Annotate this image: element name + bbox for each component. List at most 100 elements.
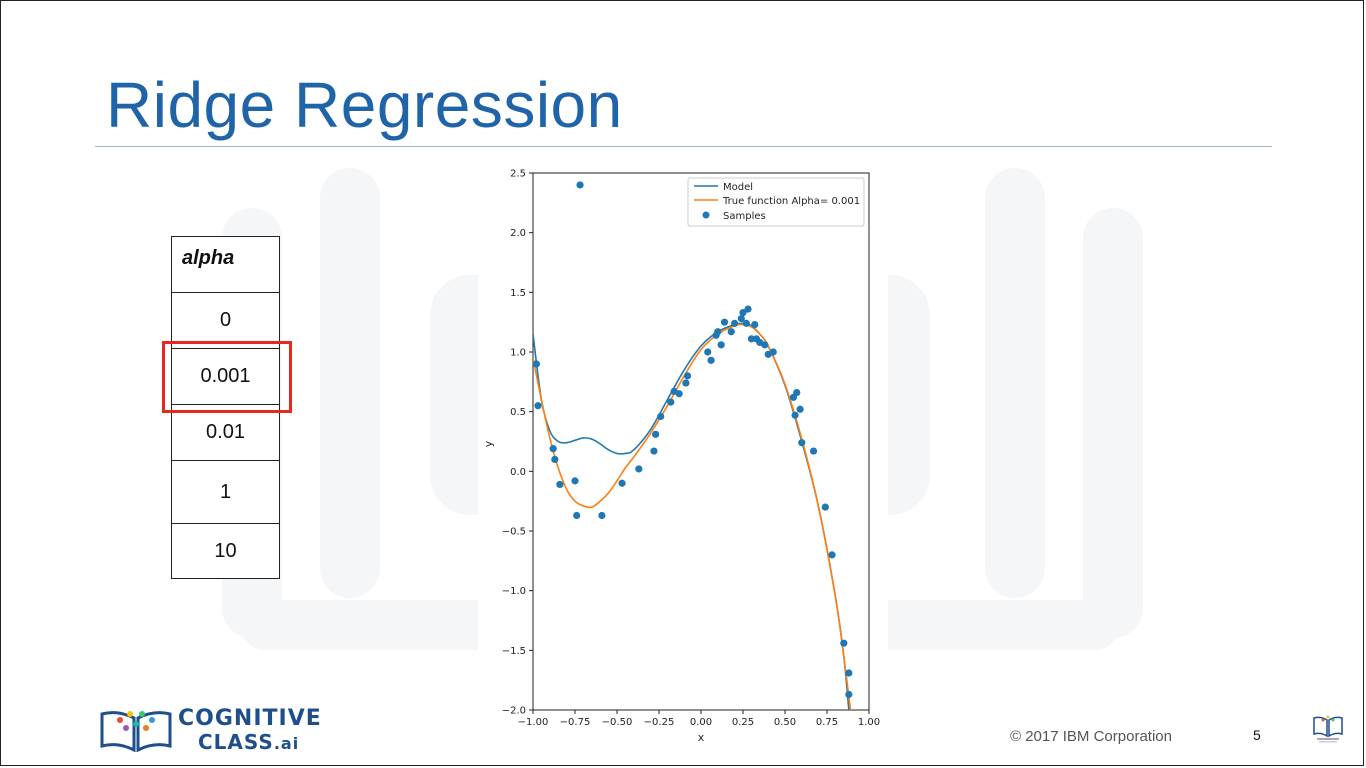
sample-point (635, 465, 643, 473)
x-tick-label: −1.00 (518, 717, 549, 728)
sample-point (845, 690, 853, 699)
sample-point (742, 319, 750, 327)
sample-point (769, 348, 777, 356)
chart-background (478, 160, 888, 750)
sample-point (796, 405, 804, 413)
logo-text-cognitive: COGNITIVE (178, 706, 322, 731)
sample-point (714, 328, 722, 336)
sample-point (793, 388, 801, 397)
sample-point (707, 356, 715, 364)
alpha-value-cell: 0.001 (171, 348, 280, 405)
sample-point (761, 341, 769, 349)
sample-point (739, 309, 747, 317)
table-row: 0.01 (171, 404, 280, 461)
x-tick-label: 0.00 (690, 717, 712, 728)
sample-point (682, 379, 690, 387)
sample-point (717, 341, 725, 349)
sample-point (744, 305, 752, 313)
corner-brand-icon (1313, 715, 1343, 743)
x-tick-label: 0.25 (732, 717, 754, 728)
alpha-value-cell: 1 (171, 460, 280, 524)
x-tick-label: 1.00 (858, 717, 880, 728)
sample-point (618, 479, 626, 487)
legend-true-function-label: True function Alpha= 0.001 (722, 196, 860, 207)
y-tick-label: 1.0 (510, 348, 526, 359)
y-tick-label: −0.5 (502, 527, 526, 538)
y-tick-label: −2.0 (502, 706, 526, 717)
sample-point (571, 477, 579, 485)
y-tick-label: 2.5 (510, 169, 526, 180)
sample-point (791, 411, 799, 419)
alpha-value-cell: 0 (171, 292, 280, 349)
y-tick-label: 0.0 (510, 467, 526, 478)
x-tick-label: 0.75 (816, 717, 838, 728)
x-tick-label: 0.50 (774, 717, 796, 728)
sample-point (845, 669, 853, 677)
sample-point (533, 360, 540, 368)
logo-text-class: CLASS.ai (198, 730, 299, 754)
sample-point (576, 181, 584, 189)
series-layer (533, 181, 853, 710)
x-tick-label: −0.50 (602, 717, 633, 728)
sample-point (809, 447, 818, 455)
x-axis-label: x (698, 731, 705, 744)
table-row: 0 (171, 292, 280, 349)
y-tick-label: 0.5 (510, 407, 526, 418)
sample-point (549, 445, 557, 453)
sample-point (727, 328, 735, 336)
table-row: 10 (171, 523, 280, 579)
alpha-value-cell: 0.01 (171, 404, 280, 461)
copyright-text: © 2017 IBM Corporation (1010, 728, 1172, 745)
sample-point (573, 511, 581, 520)
page-number: 5 (1253, 727, 1261, 743)
title-divider (95, 146, 1272, 147)
x-tick-label: −0.75 (560, 717, 591, 728)
x-axis: −1.00 −0.75 −0.50 −0.25 0.00 0.25 0.50 0.75 1.00 (518, 710, 880, 728)
sample-point (675, 390, 683, 398)
y-tick-label: −1.5 (502, 646, 526, 657)
sample-point (747, 335, 755, 343)
sample-point (751, 320, 759, 329)
sample-point (650, 447, 658, 455)
sample-point (556, 480, 564, 489)
alpha-table: alpha 0 0.001 0.01 1 10 (171, 236, 280, 579)
sample-point (737, 314, 745, 323)
table-row: alpha (171, 236, 280, 293)
selected-alpha-highlight (162, 341, 292, 413)
y-tick-label: −1.0 (502, 586, 526, 597)
x-tick-label: −0.25 (644, 717, 675, 728)
cognitive-class-logo: COGNITIVE CLASS.ai (98, 706, 321, 754)
sample-point (551, 455, 559, 463)
y-tick-label: 1.5 (510, 288, 526, 299)
table-row: 0.001 (171, 348, 280, 405)
logo-text-class-word: CLASS (198, 730, 274, 754)
sample-point (798, 439, 806, 447)
y-axis-label: y (482, 440, 495, 447)
alpha-value-cell: 10 (171, 523, 280, 579)
sample-point (598, 511, 606, 520)
plot-area (533, 181, 853, 710)
sample-point (731, 319, 739, 327)
sample-point (821, 503, 829, 511)
y-tick-label: 2.0 (510, 228, 526, 239)
sample-point (828, 551, 836, 559)
page-title: Ridge Regression (106, 69, 623, 141)
logo-text-suffix: .ai (273, 734, 300, 753)
legend-box (687, 177, 865, 227)
sample-point (657, 412, 665, 421)
sample-point (704, 348, 712, 356)
sample-point (683, 372, 692, 380)
sample-point (534, 402, 542, 410)
table-row: 1 (171, 460, 280, 524)
sample-point (667, 398, 675, 406)
ridge-regression-chart: −1.00 −0.75 −0.50 −0.25 0.00 0.25 0.50 0.75 1.00… (478, 160, 888, 750)
legend-samples-label: Samples (723, 211, 766, 222)
legend-model-label: Model (723, 182, 753, 193)
legend-samples-swatch (702, 211, 710, 219)
alpha-header-cell: alpha (171, 236, 280, 293)
sample-point (840, 639, 848, 647)
sample-point (652, 430, 660, 438)
chart-legend: Model True function Alpha= 0.001 Samples (687, 177, 865, 227)
book-network-icon (100, 711, 172, 753)
